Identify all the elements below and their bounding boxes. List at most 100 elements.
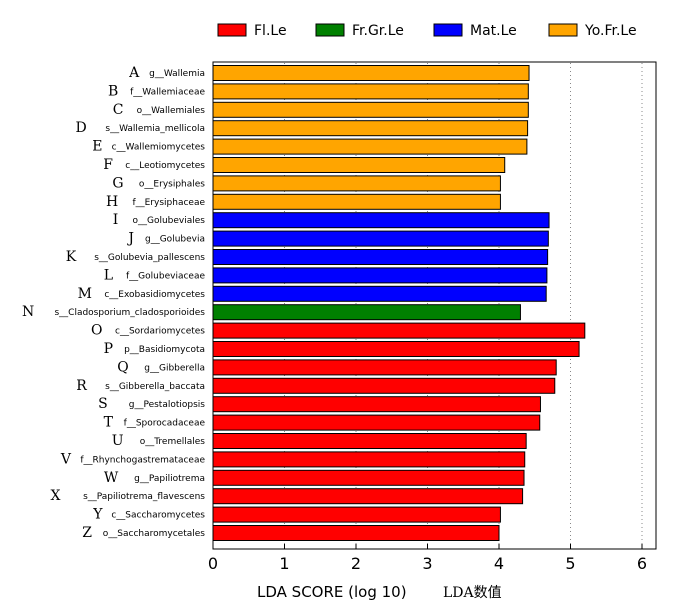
bar-taxon-label: s__Golubevia_pallescens [94, 253, 205, 263]
x-axis-label: LDA SCORE (log 10) [257, 583, 407, 601]
bar [212, 83, 529, 100]
bar-letter-label: T [104, 415, 114, 431]
legend-label-fr-gr-le: Fr.Gr.Le [352, 23, 404, 39]
bar-taxon-label: f__Erysiphaceae [132, 198, 205, 208]
bar [212, 469, 525, 486]
bar [212, 396, 541, 413]
x-axis-ticks: 0 1 2 3 4 5 6 [208, 544, 647, 573]
x-tick-label: 2 [351, 554, 361, 573]
x-tick-label: 3 [422, 554, 432, 573]
bar [212, 525, 500, 541]
bar [212, 157, 506, 173]
bar-taxon-label: s__Papiliotrema_flavescens [83, 492, 205, 502]
bar-letter-label: P [104, 341, 113, 357]
bar [212, 285, 547, 302]
bar-letter-label: Z [82, 525, 92, 541]
bar-taxon-label: c__Saccharomycetes [111, 511, 205, 521]
bar-taxon-label: s__Wallemia_mellicola [105, 124, 205, 134]
bar-taxon-label: f__Wallemiaceae [130, 87, 205, 97]
legend-label-yo-fr-le: Yo.Fr.Le [584, 23, 637, 39]
bar [212, 506, 501, 523]
bar-taxon-label: f__Sporocadaceae [124, 419, 206, 429]
bar-taxon-label: c__Exobasidiomycetes [104, 290, 205, 300]
bar-taxon-label: o__Tremellales [140, 437, 206, 447]
bar [212, 322, 586, 339]
bar-taxon-label: o__Saccharomycetales [103, 529, 206, 539]
bar-letter-label: A [128, 65, 140, 81]
bar-letter-label: V [60, 451, 72, 467]
bar-taxon-label: c__Leotiomycetes [125, 161, 205, 171]
x-tick-label: 5 [565, 554, 575, 573]
bar-letter-label: R [76, 378, 87, 394]
bar [212, 414, 541, 431]
legend-swatch-yo-fr-le [548, 23, 578, 37]
bar [212, 230, 549, 247]
bar [212, 120, 529, 137]
bar-taxon-label: s__Cladosporium_cladosporioides [54, 308, 205, 318]
bar-taxon-label: g__Golubevia [145, 235, 205, 245]
bar-letter-label: B [108, 83, 118, 99]
legend: Fl.Le Fr.Gr.Le Mat.Le Yo.Fr.Le [217, 23, 637, 39]
x-axis-label-note: LDA数值 [443, 585, 502, 601]
bar-taxon-label: g__Gibberella [144, 363, 205, 373]
bars [212, 65, 586, 541]
x-tick-label: 4 [494, 554, 504, 573]
bar [212, 488, 524, 505]
bar-letter-label: W [104, 470, 119, 486]
x-tick-label: 0 [208, 554, 218, 573]
bar [212, 304, 521, 321]
legend-swatch-fl-le [217, 23, 247, 37]
bar-letter-label: X [51, 488, 61, 504]
bar-taxon-label: c__Wallemiomycetes [112, 143, 206, 153]
bar-taxon-label: o__Golubeviales [132, 216, 205, 226]
bar [212, 249, 549, 265]
bar [212, 212, 550, 229]
legend-label-fl-le: Fl.Le [254, 23, 287, 39]
bar-letter-label: Q [117, 359, 128, 375]
bar-taxon-label: f__Golubeviaceae [126, 271, 205, 281]
x-tick-label: 6 [637, 554, 647, 573]
bar [212, 267, 548, 284]
bar-letter-label: F [103, 157, 113, 173]
bar-letter-label: J [126, 231, 134, 247]
plot-frame [212, 61, 657, 550]
bar [212, 341, 580, 357]
legend-label-mat-le: Mat.Le [470, 23, 517, 39]
bar-taxon-label: g__Wallemia [149, 69, 205, 79]
bar [212, 377, 556, 394]
bar [212, 138, 528, 155]
bar-taxon-label: o__Wallemiales [137, 106, 206, 116]
bar-letter-label: K [66, 249, 77, 265]
bar [212, 193, 501, 210]
bar [212, 175, 501, 192]
bar-taxon-label: o__Erysiphales [139, 179, 205, 189]
bar-letter-label: U [112, 433, 124, 449]
bar-letter-label: S [98, 396, 108, 412]
bar-taxon-label: g__Papiliotrema [134, 474, 205, 484]
bar-letter-label: N [22, 304, 34, 320]
bar-letter-label: M [78, 286, 92, 302]
bar-letter-label: H [106, 194, 118, 210]
bar-letter-label: O [91, 323, 102, 339]
bar-letter-label: G [112, 175, 123, 191]
bar [212, 433, 527, 449]
bar [212, 451, 526, 468]
bar [212, 65, 530, 81]
bar-letter-label: D [76, 120, 87, 136]
bar-letter-label: Y [92, 507, 103, 523]
bar-letter-label: C [113, 102, 124, 118]
bar-letter-label: E [92, 139, 102, 155]
legend-swatch-fr-gr-le [315, 23, 345, 37]
bar-labels: g__Wallemia Af__Wallemiaceae Bo__Wallemial… [22, 65, 205, 541]
bar-taxon-label: s__Gibberella_baccata [105, 382, 205, 392]
bar-taxon-label: f__Rhynchogastremataceae [80, 455, 205, 465]
x-tick-label: 1 [279, 554, 289, 573]
bar [212, 101, 529, 118]
bar-taxon-label: p__Basidiomycota [124, 345, 205, 355]
bar [212, 359, 557, 376]
bar-letter-label: L [104, 267, 113, 283]
bar-taxon-label: c__Sordariomycetes [115, 327, 205, 337]
bar-letter-label: I [113, 212, 119, 228]
bar-taxon-label: g__Pestalotiopsis [129, 400, 206, 410]
